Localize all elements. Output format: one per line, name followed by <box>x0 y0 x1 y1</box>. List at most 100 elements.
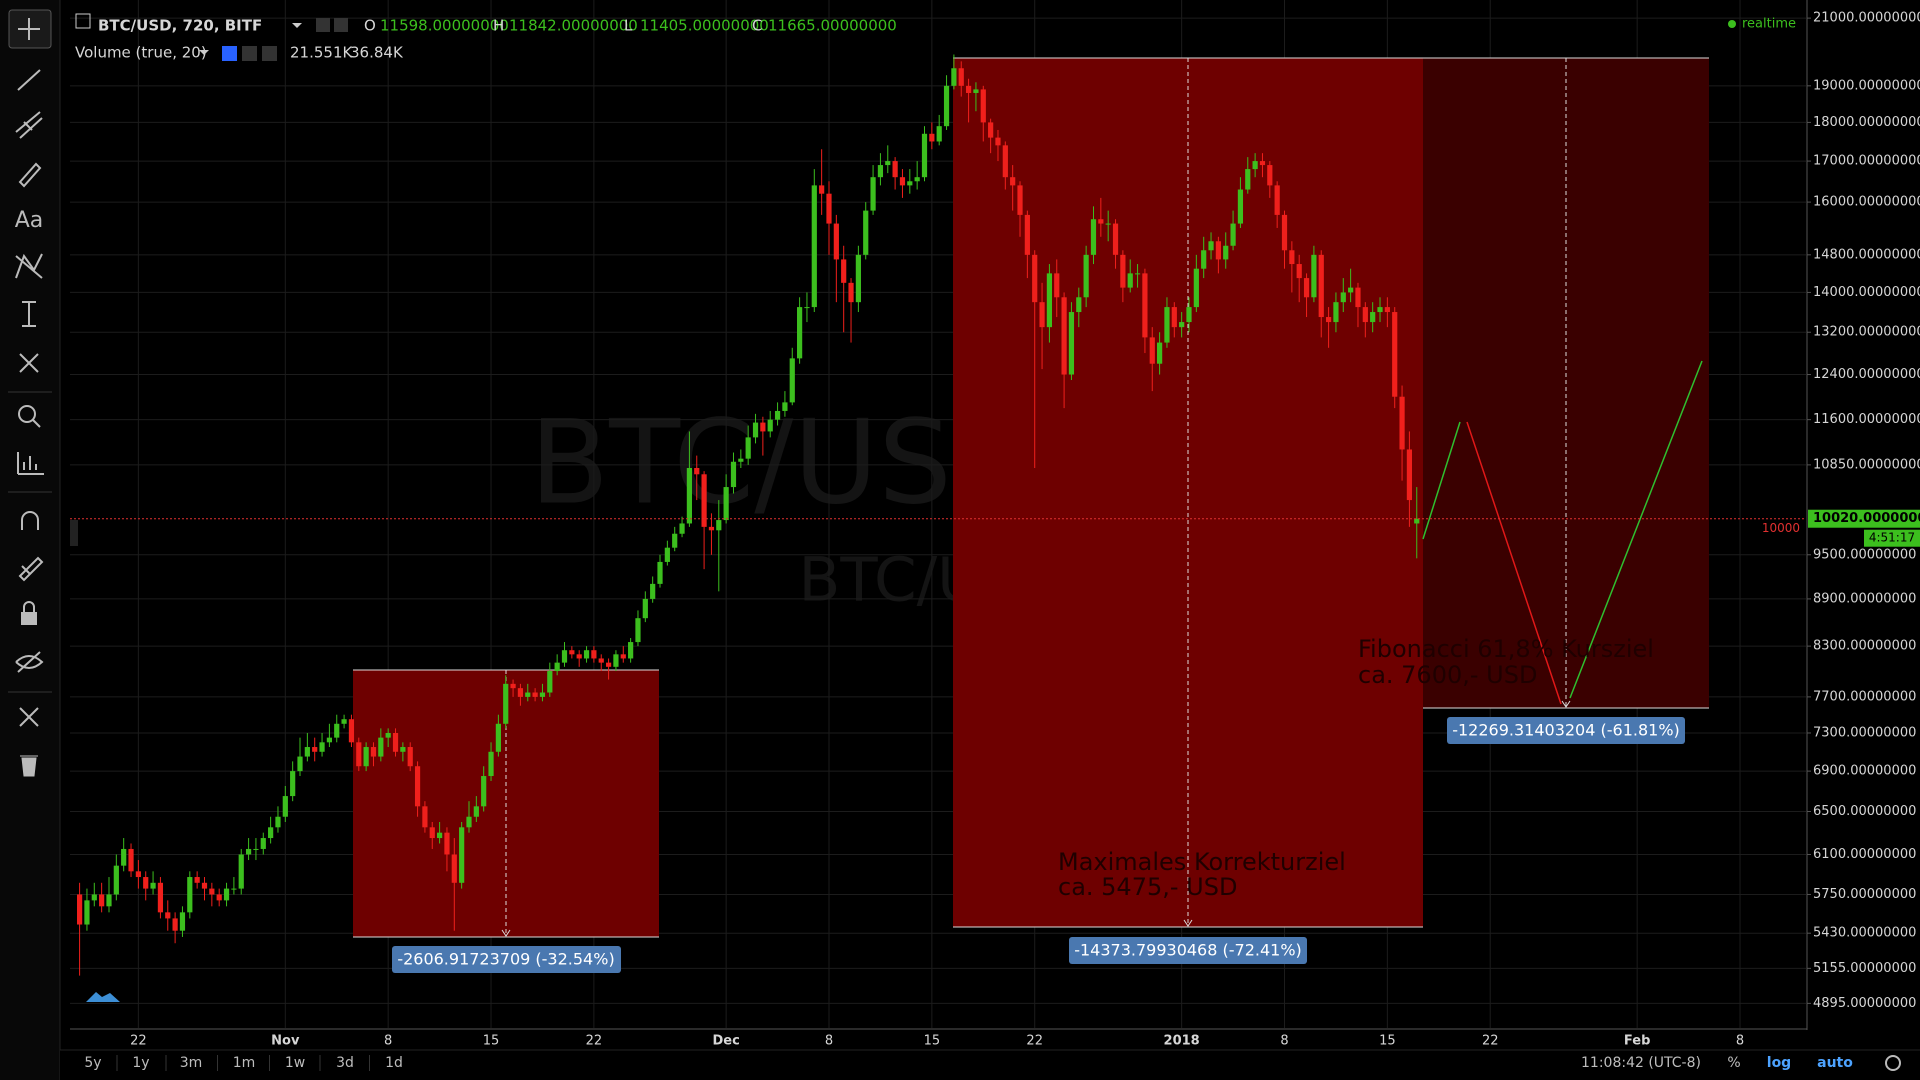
y-tick-label: 9500.00000000 <box>1813 547 1916 562</box>
close-icon[interactable] <box>262 46 277 61</box>
candle-body <box>921 133 928 178</box>
candle-body <box>488 751 494 777</box>
candle-body <box>965 85 972 93</box>
ruler-tool[interactable] <box>17 452 44 475</box>
collapse-button[interactable] <box>70 520 78 546</box>
range-button[interactable]: 3m <box>180 1055 203 1071</box>
candle-body <box>789 358 795 403</box>
y-tick-label: 14000.00000000 <box>1813 285 1920 300</box>
range-button[interactable]: 1d <box>385 1055 403 1071</box>
candle-body <box>848 282 854 303</box>
symbol-title[interactable]: BTC/USD, 720, BITF <box>98 17 262 35</box>
candle-body <box>877 165 884 178</box>
trend-line[interactable] <box>1569 360 1703 699</box>
y-tick-label: 17000.00000000 <box>1813 154 1920 169</box>
candle-body <box>943 85 950 127</box>
candle-body <box>253 848 259 850</box>
candle-body <box>1325 317 1332 323</box>
trend-line[interactable] <box>1422 421 1461 540</box>
trend-line[interactable] <box>1466 421 1562 705</box>
collapse-icon[interactable] <box>75 13 91 29</box>
range-button[interactable]: 1w <box>285 1055 305 1071</box>
log-toggle[interactable]: log <box>1767 1055 1791 1071</box>
settings-icon[interactable] <box>334 18 348 32</box>
candles: 10000 <box>70 54 1806 976</box>
settings-gear[interactable] <box>1885 1055 1901 1071</box>
ohlc-label: L <box>624 17 633 35</box>
candle-body <box>782 402 788 411</box>
candle-body <box>826 193 832 224</box>
brush-tool[interactable] <box>18 162 42 188</box>
volume-value: 36.84K <box>350 44 404 62</box>
pattern-tool[interactable] <box>15 253 43 279</box>
candle-body <box>833 223 839 260</box>
y-tick-label: 6100.00000000 <box>1813 847 1916 862</box>
range-button[interactable]: 3d <box>336 1055 354 1071</box>
y-tick-label: 16000.00000000 <box>1813 195 1920 210</box>
alert-label: 10000 <box>1762 521 1800 535</box>
hide-tool[interactable] <box>15 651 44 673</box>
candle-body <box>1392 312 1398 397</box>
remove-tool[interactable] <box>19 353 39 373</box>
y-tick-label: 21000.00000000 <box>1813 11 1920 26</box>
candle-body <box>209 888 215 895</box>
candle-body <box>885 161 891 166</box>
measure-box <box>392 946 621 973</box>
range-button[interactable]: 5y <box>84 1055 101 1071</box>
candle-body <box>642 598 648 619</box>
candle-body <box>1083 254 1089 298</box>
y-tick-label: 7300.00000000 <box>1813 725 1916 740</box>
candle-body <box>143 877 149 889</box>
auto-toggle[interactable]: auto <box>1817 1055 1853 1071</box>
range-button[interactable]: 1y <box>132 1055 149 1071</box>
candle-body <box>1303 278 1310 298</box>
candle-body <box>121 848 127 866</box>
candle-body <box>936 126 942 142</box>
y-tick-label: 4895.00000000 <box>1813 996 1916 1011</box>
realtime-label: realtime <box>1742 17 1796 32</box>
fib-tool[interactable] <box>15 111 43 139</box>
percent-toggle[interactable]: % <box>1727 1055 1740 1071</box>
candle-body <box>1208 241 1214 251</box>
candle-body <box>473 806 479 817</box>
candle-body <box>459 827 465 883</box>
range-button[interactable]: 1m <box>233 1055 256 1071</box>
x-tick-label: Dec <box>712 1034 739 1049</box>
settings-icon[interactable] <box>242 46 257 61</box>
dropdown-icon[interactable] <box>199 50 209 55</box>
measure-tool[interactable] <box>22 301 36 327</box>
y-tick-label: 10850.00000000 <box>1813 457 1920 472</box>
candle-body <box>1406 449 1413 501</box>
settings-icon[interactable] <box>316 18 330 32</box>
candle-body <box>620 654 626 659</box>
candle-body <box>1010 177 1016 186</box>
ohlc-value: 11842.00000000 <box>509 17 638 35</box>
ohlc-label: O <box>364 17 376 35</box>
x-tick-label: 22 <box>586 1034 603 1049</box>
candle-body <box>1076 297 1082 313</box>
trendline-tool[interactable] <box>17 69 41 91</box>
trash-tool[interactable] <box>20 755 38 777</box>
stay-drawing-tool[interactable] <box>18 556 44 582</box>
candle-body <box>1252 161 1258 170</box>
settings-tool[interactable] <box>19 707 39 727</box>
x-tick-label: 15 <box>483 1034 500 1049</box>
candle-body <box>282 796 288 817</box>
lock-tool[interactable] <box>21 612 37 625</box>
dropdown-icon[interactable] <box>292 23 302 28</box>
candle-body <box>613 654 619 667</box>
zoom-tool[interactable] <box>18 405 36 423</box>
y-tick-label: 11600.00000000 <box>1813 412 1920 427</box>
candle-body <box>819 185 825 194</box>
y-tick-label: 19000.00000000 <box>1813 78 1920 93</box>
candle-body <box>635 618 641 643</box>
candle-body <box>297 756 303 772</box>
candle-body <box>723 487 729 521</box>
visibility-icon[interactable] <box>222 46 237 61</box>
candle-body <box>1157 342 1163 364</box>
measure-box <box>1069 937 1307 964</box>
candle-body <box>194 877 200 883</box>
magnet-tool[interactable] <box>21 511 39 530</box>
text-tool[interactable]: Aa <box>15 208 44 233</box>
candle-body <box>444 832 450 855</box>
